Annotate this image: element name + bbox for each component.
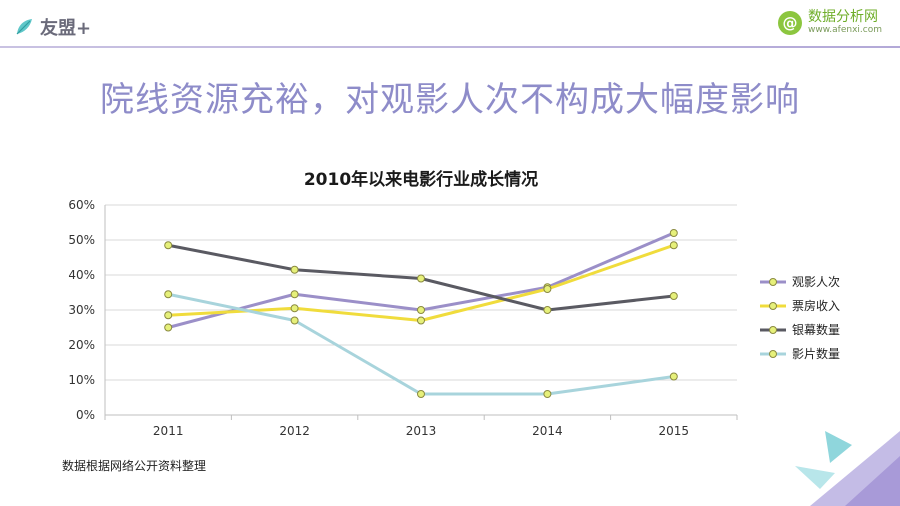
- y-tick-label: 50%: [68, 233, 95, 247]
- data-point: [290, 316, 299, 325]
- x-tick-label: 2012: [279, 424, 310, 438]
- data-point: [290, 304, 299, 313]
- data-point: [164, 323, 173, 332]
- data-point: [417, 274, 425, 283]
- data-point: [543, 285, 552, 293]
- data-point: [417, 316, 425, 325]
- site-badge-icon: @: [778, 10, 803, 35]
- data-point: [164, 241, 173, 250]
- legend-label: 影片数量: [792, 346, 840, 361]
- data-point: [290, 265, 299, 274]
- legend-label: 银幕数量: [792, 322, 840, 337]
- brand-logo: 友盟+: [14, 14, 91, 40]
- header-divider: [0, 46, 900, 48]
- data-point: [669, 372, 678, 381]
- brand-name: 友盟+: [40, 18, 92, 39]
- source-note: 数据根据网络公开资料整理: [62, 459, 207, 473]
- legend-label: 观影人次: [792, 275, 840, 289]
- x-tick-label: 2013: [406, 424, 437, 438]
- data-point: [543, 306, 552, 314]
- legend-marker: [769, 350, 777, 358]
- data-point: [164, 290, 173, 299]
- y-tick-label: 60%: [68, 198, 95, 212]
- data-point: [669, 241, 678, 250]
- site-name: 数据分析网: [808, 9, 879, 25]
- leaf-icon: [16, 19, 32, 35]
- y-tick-label: 30%: [68, 303, 95, 317]
- data-point: [417, 306, 425, 314]
- legend-marker: [769, 302, 777, 310]
- y-tick-label: 20%: [68, 338, 95, 352]
- data-point: [290, 290, 299, 299]
- corner-decoration: [795, 431, 900, 506]
- y-tick-label: 0%: [76, 408, 95, 422]
- y-tick-label: 10%: [68, 373, 95, 387]
- data-point: [543, 390, 552, 398]
- x-tick-label: 2011: [153, 424, 184, 438]
- x-tick-label: 2015: [659, 424, 690, 438]
- legend-marker: [769, 278, 777, 286]
- site-logo: @ 数据分析网 www.afenxi.com: [778, 10, 882, 35]
- legend-marker: [769, 326, 777, 334]
- x-tick-label: 2014: [532, 424, 563, 438]
- data-point: [417, 390, 425, 398]
- data-point: [669, 292, 678, 300]
- legend-label: 票房收入: [792, 298, 840, 313]
- page-title: 院线资源充裕，对观影人次不构成大幅度影响: [100, 80, 800, 120]
- chart-title: 2010年以来电影行业成长情况: [304, 169, 538, 190]
- y-tick-label: 40%: [68, 268, 95, 282]
- data-point: [669, 229, 678, 237]
- data-point: [164, 311, 173, 320]
- site-url: www.afenxi.com: [808, 25, 882, 35]
